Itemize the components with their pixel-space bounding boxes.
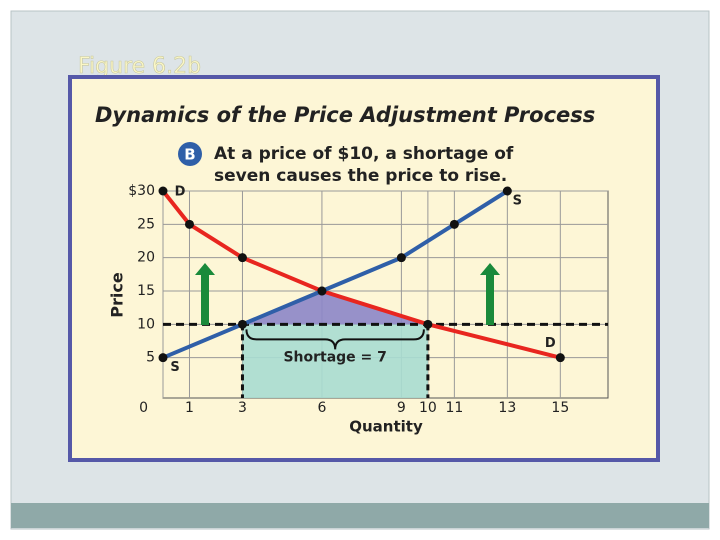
series-label: S (170, 360, 179, 375)
y-tick-label: $30 (128, 183, 155, 199)
point (502, 186, 512, 196)
series-line (161, 189, 561, 360)
y-axis-label: Price (108, 272, 127, 318)
up-arrow (480, 263, 500, 325)
point (555, 353, 565, 363)
annotation: Shortage = 7 (283, 349, 386, 365)
badge-circle (178, 142, 202, 166)
brace (245, 329, 425, 350)
x-tick-label: 0 (139, 400, 148, 416)
x-tick-label: 11 (445, 400, 463, 416)
y-tick-label: 25 (137, 216, 155, 232)
chart-title: Dynamics of the Price Adjustment Process (95, 103, 595, 127)
x-tick-label: 1 (185, 400, 194, 416)
y-tick-label: 5 (146, 350, 155, 366)
x-tick-label: 9 (397, 400, 406, 416)
point (184, 219, 194, 229)
up-arrow (195, 263, 215, 325)
y-tick-label: 20 (137, 250, 155, 266)
point (317, 286, 327, 296)
point (423, 319, 433, 329)
point (158, 353, 168, 363)
point (237, 253, 247, 263)
footer-band (11, 503, 709, 528)
point (449, 219, 459, 229)
series-label: D (175, 185, 186, 200)
series-label: D (545, 336, 556, 351)
x-tick-label: 10 (419, 400, 437, 416)
point (158, 186, 168, 196)
badge: B (184, 146, 195, 164)
series-label: S (513, 194, 522, 209)
shortage-area (242, 324, 428, 398)
y-tick-label: 15 (137, 283, 155, 299)
x-tick-label: 15 (551, 400, 569, 416)
x-tick-label: 13 (498, 400, 516, 416)
x-axis-label: Quantity (349, 418, 423, 436)
subtitle-line: seven causes the price to rise. (214, 166, 507, 186)
point (237, 319, 247, 329)
point (396, 253, 406, 263)
y-tick-label: 10 (137, 316, 155, 332)
series-line (162, 189, 509, 360)
x-tick-label: 6 (317, 400, 326, 416)
x-tick-label: 3 (238, 400, 247, 416)
excess-area (242, 291, 428, 325)
subtitle-line: At a price of $10, a shortage of (214, 144, 514, 164)
